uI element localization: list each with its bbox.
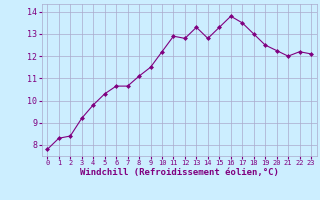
- X-axis label: Windchill (Refroidissement éolien,°C): Windchill (Refroidissement éolien,°C): [80, 168, 279, 177]
